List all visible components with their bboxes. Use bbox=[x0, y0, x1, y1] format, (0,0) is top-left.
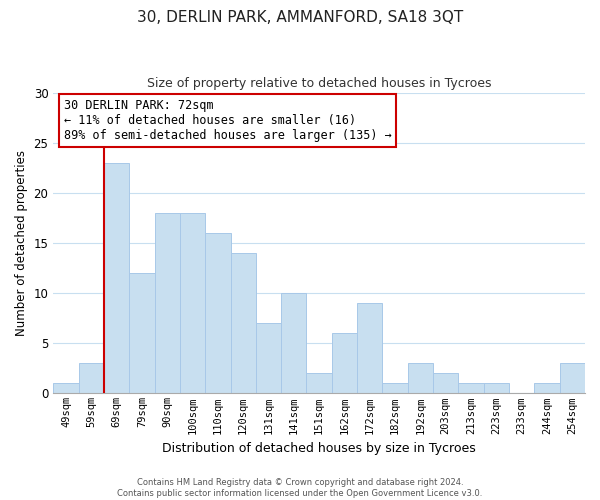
Bar bbox=[256, 324, 281, 394]
Bar bbox=[180, 213, 205, 394]
X-axis label: Distribution of detached houses by size in Tycroes: Distribution of detached houses by size … bbox=[162, 442, 476, 455]
Text: Contains HM Land Registry data © Crown copyright and database right 2024.
Contai: Contains HM Land Registry data © Crown c… bbox=[118, 478, 482, 498]
Bar bbox=[307, 374, 332, 394]
Bar bbox=[560, 364, 585, 394]
Bar bbox=[433, 374, 458, 394]
Bar bbox=[53, 384, 79, 394]
Bar bbox=[129, 274, 155, 394]
Bar bbox=[382, 384, 408, 394]
Bar bbox=[408, 364, 433, 394]
Bar bbox=[79, 364, 104, 394]
Bar bbox=[205, 233, 230, 394]
Text: 30, DERLIN PARK, AMMANFORD, SA18 3QT: 30, DERLIN PARK, AMMANFORD, SA18 3QT bbox=[137, 10, 463, 25]
Bar bbox=[332, 334, 357, 394]
Title: Size of property relative to detached houses in Tycroes: Size of property relative to detached ho… bbox=[147, 78, 491, 90]
Text: 30 DERLIN PARK: 72sqm
← 11% of detached houses are smaller (16)
89% of semi-deta: 30 DERLIN PARK: 72sqm ← 11% of detached … bbox=[64, 99, 392, 142]
Bar bbox=[230, 253, 256, 394]
Bar bbox=[104, 163, 129, 394]
Bar bbox=[357, 304, 382, 394]
Bar bbox=[281, 294, 307, 394]
Bar bbox=[535, 384, 560, 394]
Bar bbox=[484, 384, 509, 394]
Bar bbox=[458, 384, 484, 394]
Y-axis label: Number of detached properties: Number of detached properties bbox=[15, 150, 28, 336]
Bar bbox=[155, 213, 180, 394]
